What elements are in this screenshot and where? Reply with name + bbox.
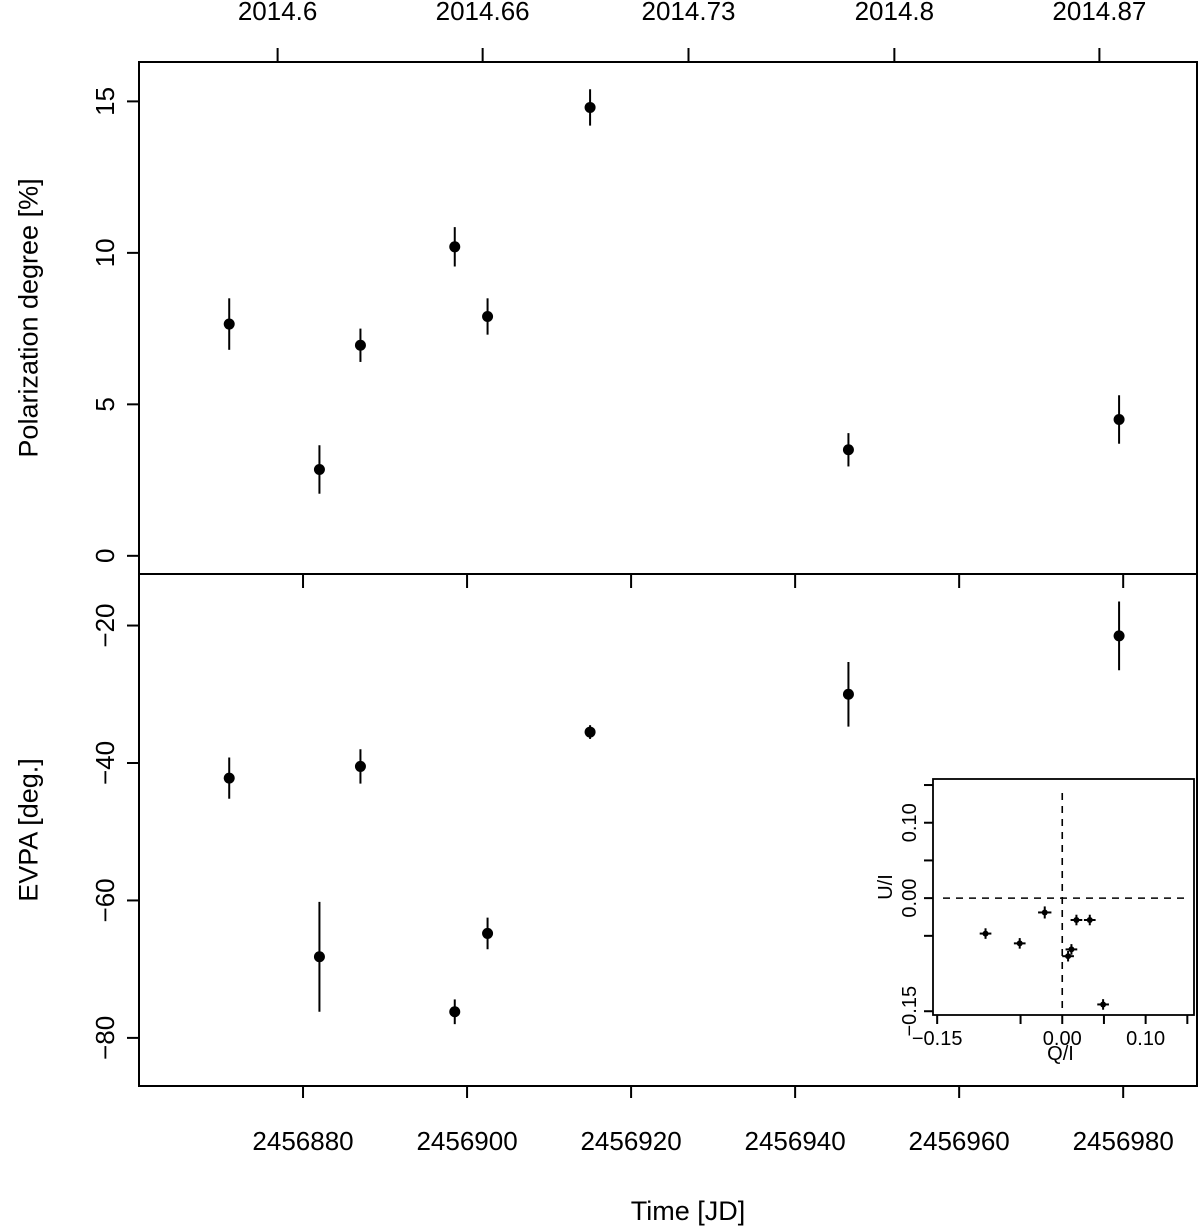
inset-data-point [1073, 916, 1080, 923]
evpa-plot-frame [138, 573, 1198, 1087]
inset-ytick-label: −0.15 [899, 986, 921, 1037]
polarization-ytick-label: 0 [90, 549, 120, 563]
evpa-data-point [449, 1006, 461, 1018]
inset-xtick-label: 0.00 [1043, 1028, 1082, 1050]
inset-frame [932, 778, 1195, 1016]
polarization-plot-frame [138, 61, 1198, 575]
jd-tick-label: 2456880 [252, 1126, 353, 1156]
inset-ytick-label: 0.10 [899, 803, 921, 842]
polarization-ytick-label: 10 [90, 238, 120, 267]
year-tick-label: 2014.87 [1052, 0, 1146, 26]
jd-tick-label: 2456960 [909, 1126, 1010, 1156]
inset-data-point [982, 930, 989, 937]
evpa-ytick-label: −80 [90, 1016, 120, 1060]
evpa-ylabel: EVPA [deg.] [13, 758, 43, 902]
polarization-ylabel: Polarization degree [%] [13, 178, 43, 457]
evpa-data-point [584, 726, 596, 738]
inset-data-point [1016, 940, 1023, 947]
year-tick-label: 2014.6 [238, 0, 318, 26]
evpa-ytick-label: −60 [90, 878, 120, 922]
polarization-ytick-label: 5 [90, 397, 120, 411]
jd-tick-label: 2456940 [745, 1126, 846, 1156]
inset-data-point [1068, 946, 1075, 953]
time-xlabel: Time [JD] [631, 1196, 746, 1226]
evpa-panel: −80 −60 −40 −20 2456880 2456900 2456920 2456940… [90, 573, 1198, 1156]
polarization-data-point [1113, 413, 1125, 425]
evpa-data-point [354, 760, 366, 772]
qu-inset-panel: −0.15 0.00 0.10 −0.15 0.00 0.10 [899, 778, 1195, 1050]
inset-xlabel: Q/I [1047, 1043, 1074, 1065]
evpa-data-point [842, 688, 854, 700]
jd-tick-label: 2456900 [416, 1126, 517, 1156]
polarization-ytick-label: 15 [90, 87, 120, 116]
polarization-data-point [842, 444, 854, 456]
inset-data-point [1086, 916, 1093, 923]
inset-data-point [1065, 953, 1072, 960]
year-tick-label: 2014.73 [642, 0, 736, 26]
polarization-panel: 0 5 10 15 2014.6 2014.66 2014.73 2014.8 2014.87 [90, 0, 1198, 575]
year-tick-label: 2014.66 [436, 0, 530, 26]
inset-data-point [1041, 909, 1048, 916]
evpa-ytick-label: −40 [90, 741, 120, 785]
jd-tick-label: 2456980 [1073, 1126, 1174, 1156]
evpa-data-point [1113, 630, 1125, 642]
polarization-data-point [482, 310, 494, 322]
inset-xtick-label: 0.10 [1126, 1028, 1165, 1050]
jd-tick-label: 2456920 [580, 1126, 681, 1156]
evpa-data-point [482, 927, 494, 939]
polarization-data-point [223, 318, 235, 330]
polarization-data-point [449, 241, 461, 253]
polarization-data-point [584, 101, 596, 113]
inset-xtick-label: −0.15 [912, 1028, 963, 1050]
polarization-data-point [313, 463, 325, 475]
inset-ylabel: U/I [875, 874, 897, 900]
inset-data-point [1100, 1001, 1107, 1008]
year-tick-label: 2014.8 [855, 0, 935, 26]
evpa-data-point [223, 772, 235, 784]
evpa-data-point [313, 951, 325, 963]
evpa-ytick-label: −20 [90, 603, 120, 647]
polarization-data-point [354, 339, 366, 351]
inset-ytick-label: 0.00 [899, 879, 921, 918]
